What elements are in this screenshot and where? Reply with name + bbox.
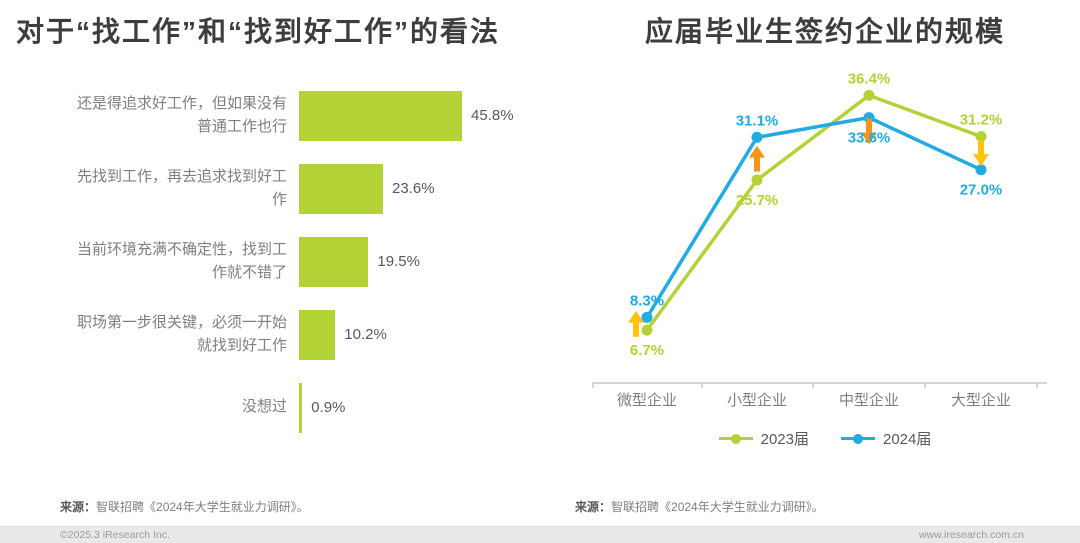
legend: 2023届 2024届 <box>585 428 1065 449</box>
bar <box>299 236 369 287</box>
data-value-label: 25.7% <box>736 192 779 209</box>
copyright-text: ©2025.3 iResearch Inc. <box>60 529 170 541</box>
data-point <box>641 311 653 323</box>
bar-category-label: 先找到工作，再去追求找到好工作 <box>76 168 287 208</box>
bar <box>299 163 383 214</box>
source-right-text: 智联招聘《2024年大学生就业力调研》。 <box>611 500 824 514</box>
bar-track: 0.9% <box>299 382 346 433</box>
data-value-label: 8.3% <box>630 292 664 309</box>
line-chart-panel: 应届毕业生签约企业的规模 微型企业 小型企业 中型企业 大型企业 6.7% 25.7% 36… <box>585 14 1065 449</box>
data-point <box>751 174 763 186</box>
source-left-label: 来源： <box>60 500 97 514</box>
data-point <box>975 164 987 176</box>
data-value-label: 36.4% <box>848 70 891 87</box>
data-value-label: 27.0% <box>960 182 1003 199</box>
bar-category-label: 当前环境充满不确定性，找到工作就不错了 <box>76 241 287 281</box>
bar <box>299 309 336 360</box>
bar-track: 10.2% <box>299 309 387 360</box>
bar-value-label: 23.6% <box>392 180 435 197</box>
legend-item: 2023届 <box>718 428 809 449</box>
bar-value-label: 45.8% <box>471 107 514 124</box>
legend-dot-icon <box>730 433 741 444</box>
source-left: 来源：智联招聘《2024年大学生就业力调研》。 <box>60 498 309 515</box>
bar-value-label: 19.5% <box>377 253 420 270</box>
bar-value-label: 10.2% <box>344 326 387 343</box>
bar-track: 45.8% <box>299 90 514 141</box>
data-point <box>863 89 875 101</box>
footer-bar: ©2025.3 iResearch Inc. www.iresearch.com… <box>0 526 1080 543</box>
bar-category-label: 职场第一步很关键，必须一开始就找到好工作 <box>76 314 287 354</box>
bar-chart: 还是得追求好工作，但如果没有普通工作也行 45.8% 先找到工作，再去追求找到好工作… <box>16 79 576 444</box>
legend-label: 2023届 <box>760 431 809 448</box>
bar-chart-title: 对于“找工作”和“找到好工作”的看法 <box>16 16 501 47</box>
bar-value-label: 0.9% <box>311 399 346 416</box>
line-chart: 微型企业 小型企业 中型企业 大型企业 6.7% 25.7% 36.4% 31.2% 8.3% 3… <box>592 70 1047 408</box>
line-chart-title: 应届毕业生签约企业的规模 <box>644 16 1005 47</box>
bar-track: 19.5% <box>299 236 420 287</box>
bar <box>299 382 303 433</box>
bar-track: 23.6% <box>299 163 435 214</box>
website-text: www.iresearch.com.cn <box>918 529 1024 541</box>
bar-row: 职场第一步很关键，必须一开始就找到好工作 10.2% <box>64 298 576 371</box>
source-right: 来源：智联招聘《2024年大学生就业力调研》。 <box>575 498 824 515</box>
bar-row: 当前环境充满不确定性，找到工作就不错了 19.5% <box>64 225 576 298</box>
data-point <box>751 131 763 143</box>
bar-row: 还是得追求好工作，但如果没有普通工作也行 45.8% <box>64 79 576 152</box>
category-label: 大型企业 <box>951 391 1011 408</box>
series-line <box>645 115 983 320</box>
data-point <box>975 131 987 142</box>
trend-arrow-down-icon <box>973 140 989 167</box>
bar <box>299 90 462 141</box>
category-label: 小型企业 <box>727 391 787 408</box>
trend-arrow-down-icon <box>861 118 877 145</box>
series-line <box>645 93 983 332</box>
trend-arrow-up-icon <box>628 310 644 337</box>
category-label: 微型企业 <box>617 391 677 408</box>
data-value-label: 31.2% <box>960 112 1003 129</box>
legend-line-dot-icon <box>718 433 753 444</box>
data-value-label: 31.1% <box>736 112 779 129</box>
legend-line-dot-icon <box>841 433 875 444</box>
bar-chart-panel: 对于“找工作”和“找到好工作”的看法 还是得追求好工作，但如果没有普通工作也行 4… <box>16 14 576 444</box>
trend-arrow-up-icon <box>749 145 765 172</box>
category-label: 中型企业 <box>839 391 899 408</box>
source-right-label: 来源： <box>575 500 612 514</box>
data-point <box>641 324 653 336</box>
data-value-label: 33.6% <box>848 130 891 147</box>
legend-item: 2024届 <box>841 428 931 449</box>
source-left-text: 智联招聘《2024年大学生就业力调研》。 <box>96 500 309 514</box>
bar-row: 没想过 0.9% <box>64 371 576 444</box>
legend-dot-icon <box>853 433 863 444</box>
bar-row: 先找到工作，再去追求找到好工作 23.6% <box>64 152 576 225</box>
bar-category-label: 没想过 <box>241 398 287 416</box>
legend-label: 2024届 <box>883 431 932 448</box>
data-value-label: 6.7% <box>630 342 664 359</box>
bar-category-label: 还是得追求好工作，但如果没有普通工作也行 <box>76 95 287 135</box>
